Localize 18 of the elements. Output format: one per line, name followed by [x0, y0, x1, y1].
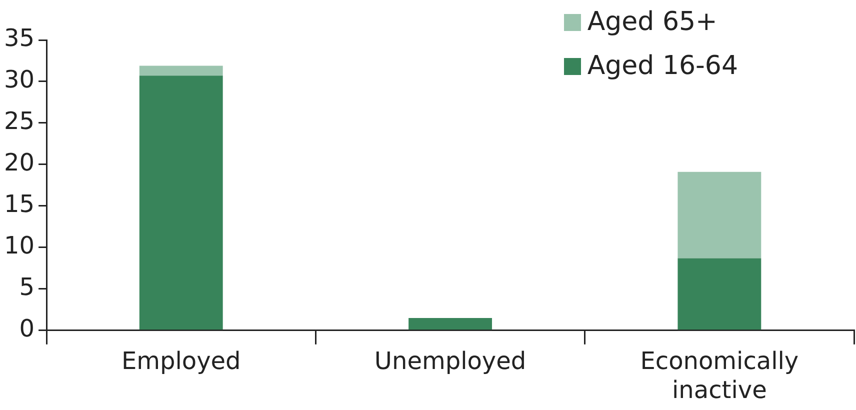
- bar: [139, 76, 223, 330]
- y-tick-label: 5: [19, 273, 35, 302]
- y-tick-label: 0: [19, 314, 35, 343]
- bar: [678, 258, 762, 330]
- legend-label: Aged 65+: [587, 7, 718, 37]
- y-tick-label: 35: [4, 24, 35, 52]
- y-tick-label: 15: [4, 190, 35, 218]
- x-tick-label: Economically inactive: [640, 347, 799, 404]
- y-tick-label: 20: [4, 148, 35, 177]
- x-tick-label: Unemployed: [374, 347, 526, 376]
- bar: [678, 172, 762, 258]
- x-tick-label: Employed: [121, 347, 241, 376]
- y-tick-label: 10: [4, 232, 35, 260]
- bar: [139, 66, 223, 76]
- y-tick-label: 25: [4, 107, 35, 136]
- bar: [408, 318, 492, 330]
- legend-label: Aged 16-64: [587, 51, 738, 81]
- y-tick-label: 30: [4, 66, 35, 94]
